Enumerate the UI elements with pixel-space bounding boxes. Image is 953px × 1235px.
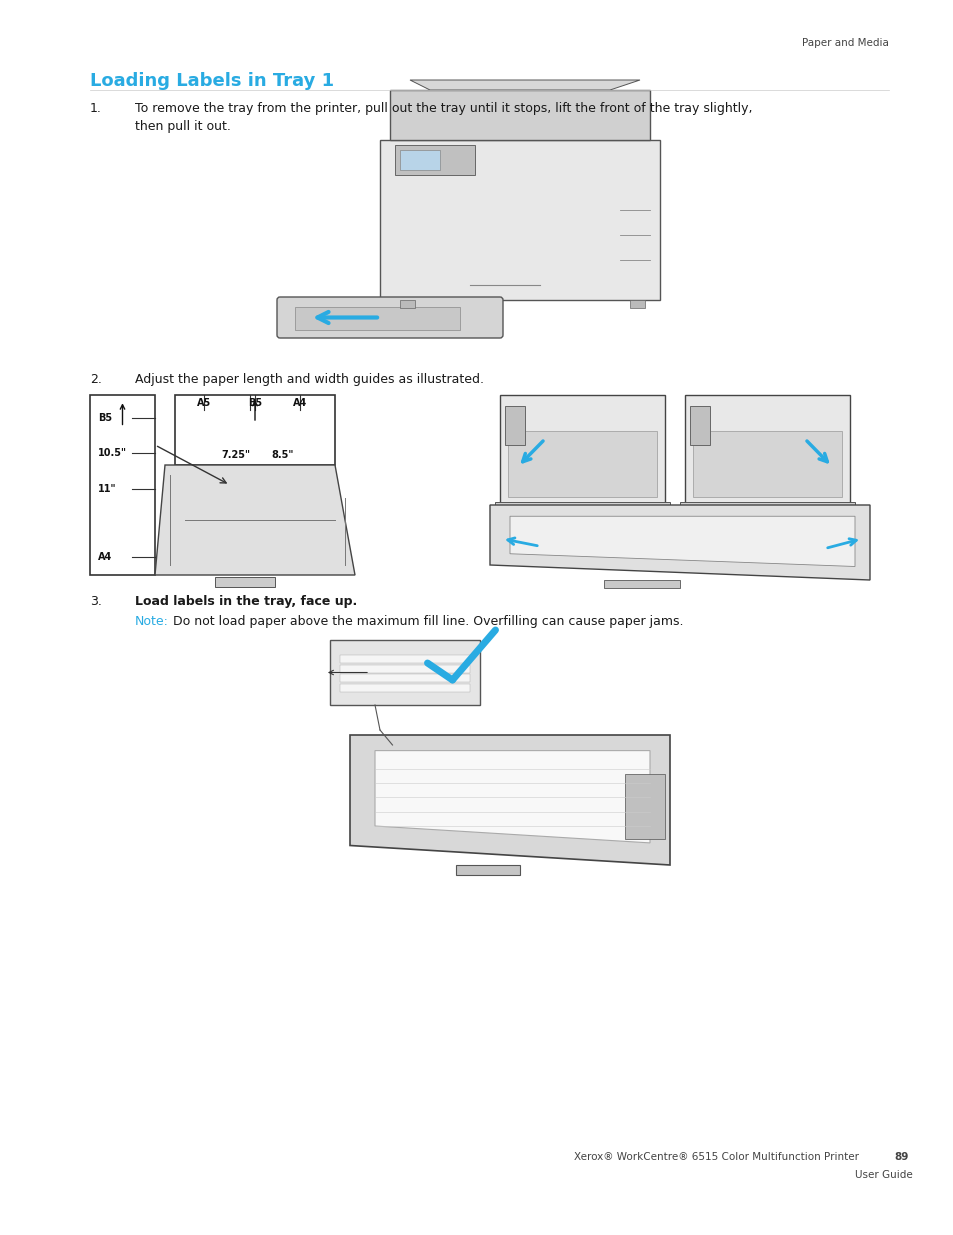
Text: Load labels in the tray, face up.: Load labels in the tray, face up.	[135, 595, 356, 608]
Text: then pull it out.: then pull it out.	[135, 120, 231, 133]
Text: Paper and Media: Paper and Media	[801, 38, 888, 48]
Polygon shape	[154, 466, 355, 576]
Bar	[399, 300, 415, 308]
Text: Note:: Note:	[135, 615, 169, 629]
Text: 2.: 2.	[90, 373, 102, 387]
Bar	[339, 664, 470, 673]
Bar	[174, 395, 335, 466]
Text: 3.: 3.	[90, 595, 102, 608]
Text: To remove the tray from the printer, pull out the tray until it stops, lift the : To remove the tray from the printer, pul…	[135, 103, 752, 115]
Text: A4: A4	[293, 398, 307, 408]
Bar	[294, 308, 459, 330]
Text: A5: A5	[196, 398, 211, 408]
Text: B5: B5	[248, 398, 262, 408]
Bar	[629, 300, 644, 308]
Text: Loading Labels in Tray 1: Loading Labels in Tray 1	[90, 72, 334, 90]
Polygon shape	[375, 751, 649, 844]
Text: 7.25": 7.25"	[221, 450, 250, 459]
Bar	[456, 864, 519, 876]
Bar	[339, 684, 470, 692]
Polygon shape	[490, 505, 869, 580]
Text: Adjust the paper length and width guides as illustrated.: Adjust the paper length and width guides…	[135, 373, 483, 387]
Bar	[603, 580, 679, 588]
Bar	[90, 395, 154, 576]
Text: 8.5": 8.5"	[271, 450, 294, 459]
Bar	[624, 774, 664, 839]
Bar	[684, 395, 849, 505]
Bar	[339, 655, 470, 663]
Bar	[379, 140, 659, 300]
Bar	[504, 406, 524, 445]
FancyBboxPatch shape	[276, 296, 502, 338]
Bar	[692, 431, 841, 496]
Bar	[499, 395, 664, 505]
Text: User Guide: User Guide	[854, 1170, 912, 1179]
Bar	[339, 674, 470, 682]
Bar	[390, 90, 649, 140]
Text: 11": 11"	[98, 484, 116, 494]
Bar	[214, 577, 274, 587]
Bar	[495, 501, 669, 517]
Bar	[679, 501, 854, 517]
Text: 1.: 1.	[90, 103, 102, 115]
Bar	[395, 144, 475, 175]
Text: 89: 89	[893, 1152, 907, 1162]
Bar	[689, 406, 709, 445]
Bar	[507, 431, 657, 496]
Bar	[399, 149, 439, 170]
Text: 10.5": 10.5"	[98, 447, 127, 458]
Polygon shape	[510, 516, 854, 567]
Polygon shape	[410, 80, 639, 90]
Polygon shape	[350, 735, 669, 864]
Text: Do not load paper above the maximum fill line. Overfilling can cause paper jams.: Do not load paper above the maximum fill…	[172, 615, 682, 629]
Text: Xerox® WorkCentre® 6515 Color Multifunction Printer: Xerox® WorkCentre® 6515 Color Multifunct…	[574, 1152, 858, 1162]
Bar	[330, 640, 479, 705]
Text: A4: A4	[98, 552, 112, 562]
Text: B5: B5	[98, 414, 112, 424]
